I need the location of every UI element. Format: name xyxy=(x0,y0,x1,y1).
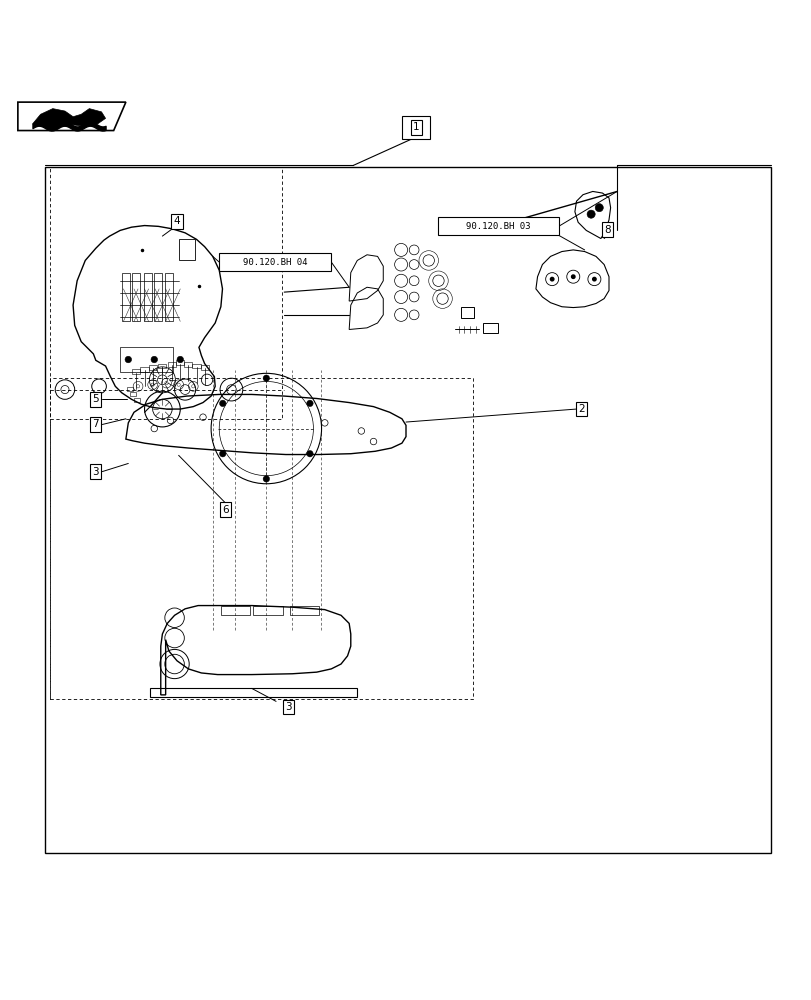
Bar xyxy=(438,217,558,235)
Circle shape xyxy=(263,476,269,482)
Circle shape xyxy=(594,204,603,212)
Text: 6: 6 xyxy=(222,505,229,515)
Polygon shape xyxy=(18,102,126,131)
Bar xyxy=(200,365,208,370)
Bar xyxy=(401,116,430,139)
Bar xyxy=(168,362,176,367)
Bar xyxy=(45,167,770,853)
Circle shape xyxy=(570,274,575,279)
Text: 1: 1 xyxy=(412,122,419,132)
Circle shape xyxy=(125,356,131,363)
Bar xyxy=(127,387,133,391)
Text: 90.120.BH 04: 90.120.BH 04 xyxy=(242,258,307,267)
Bar xyxy=(132,273,140,321)
Bar xyxy=(154,273,162,321)
Text: 2: 2 xyxy=(577,404,584,414)
Circle shape xyxy=(307,400,313,407)
Bar xyxy=(132,369,140,374)
Bar xyxy=(178,239,195,260)
Text: 3: 3 xyxy=(92,467,99,477)
Bar xyxy=(130,392,136,396)
Circle shape xyxy=(549,277,554,282)
Bar xyxy=(253,606,282,615)
Bar xyxy=(219,253,331,271)
Circle shape xyxy=(177,356,183,363)
Bar xyxy=(134,398,140,402)
Bar xyxy=(122,273,130,321)
Bar xyxy=(140,367,148,372)
Bar xyxy=(461,307,474,318)
Bar xyxy=(50,378,472,699)
Bar xyxy=(290,606,319,615)
Circle shape xyxy=(586,210,594,218)
Bar xyxy=(148,365,157,370)
Bar xyxy=(120,347,173,372)
Text: 7: 7 xyxy=(92,419,99,429)
Polygon shape xyxy=(32,109,105,128)
Bar xyxy=(50,167,281,419)
Circle shape xyxy=(219,400,225,407)
Bar xyxy=(176,360,184,365)
Circle shape xyxy=(263,375,269,381)
Bar xyxy=(165,273,173,321)
Circle shape xyxy=(591,277,596,282)
Text: 4: 4 xyxy=(174,216,180,226)
Bar xyxy=(192,364,200,368)
Bar xyxy=(221,606,250,615)
Text: 90.120.BH 03: 90.120.BH 03 xyxy=(466,222,530,231)
Text: 1: 1 xyxy=(413,122,418,132)
Circle shape xyxy=(219,450,225,457)
Circle shape xyxy=(307,450,313,457)
Circle shape xyxy=(151,356,157,363)
Bar xyxy=(184,362,192,367)
Bar xyxy=(483,323,497,333)
Text: 8: 8 xyxy=(603,225,610,235)
Bar xyxy=(144,273,152,321)
Bar xyxy=(158,364,166,368)
Text: 3: 3 xyxy=(285,702,291,712)
Text: 5: 5 xyxy=(92,394,99,404)
